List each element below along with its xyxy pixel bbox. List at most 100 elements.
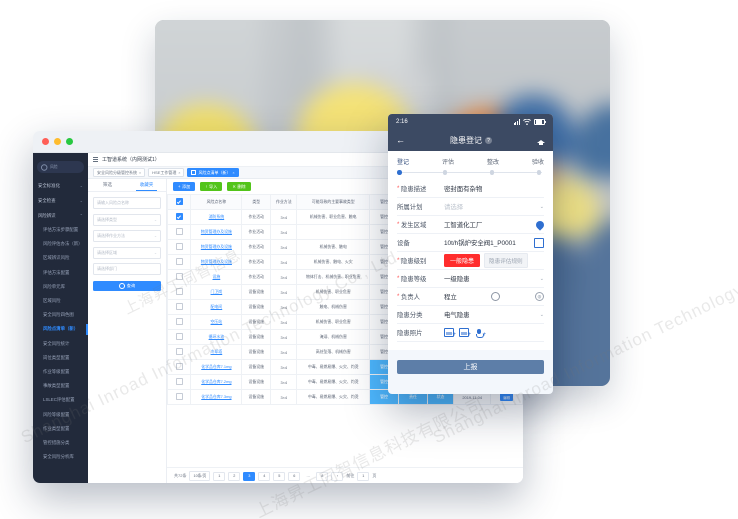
filter-field-0[interactable]: 请输入风险点名称 — [93, 197, 161, 209]
risk-point-link[interactable]: 化学品仓库7.2mg — [201, 379, 232, 384]
sidebar-item-16[interactable]: 安全风险分析库 — [33, 450, 88, 464]
sidebar-group-safety-check[interactable]: 安全检查 ⌄ — [33, 193, 88, 208]
row-checkbox-cell[interactable] — [167, 344, 192, 360]
map-pin-icon[interactable] — [534, 218, 546, 231]
step-label-3[interactable]: 验收 — [531, 160, 544, 166]
row-name-cell[interactable]: 配电间 — [190, 299, 243, 315]
window-close-button[interactable] — [42, 138, 49, 145]
breadcrumb-tab-2[interactable]: 风险点清单（新） × — [187, 167, 239, 178]
breadcrumb-tab-1[interactable]: HSE工作管理 × — [148, 167, 185, 178]
sidebar-item-3[interactable]: 评估方法配置 — [33, 266, 88, 280]
row-checkbox[interactable] — [175, 318, 183, 325]
form-value[interactable]: 一级隐患 ⌄ — [444, 274, 544, 284]
sidebar-group-risk-identification[interactable]: 风险辨识 ⌃ — [33, 208, 88, 223]
risk-point-link[interactable]: 冷却塔 — [210, 349, 223, 354]
help-icon[interactable]: ? — [485, 137, 492, 144]
pagination-current-page[interactable]: 3 — [243, 471, 256, 481]
sidebar-item-1[interactable]: 风险评估办法（新） — [33, 237, 88, 251]
risk-point-link[interactable]: 化学品仓库7.3mg — [201, 394, 232, 399]
pagination-page[interactable]: 2 — [228, 471, 241, 481]
table-row[interactable]: 化学品仓库7.3mg 设备设施 3×4 中毒、易燃易爆、火灾、灼烫 管控 责任 状态 2019… — [167, 389, 523, 405]
close-icon[interactable]: × — [178, 170, 181, 175]
row-name-cell[interactable]: 物资管理办及设施 — [190, 239, 243, 255]
row-name-cell[interactable]: 循环水池 — [190, 329, 243, 345]
form-row-2[interactable]: * 发生区域 工智道化工厂 — [397, 216, 546, 234]
window-minimize-button[interactable] — [54, 138, 61, 145]
risk-point-link[interactable]: 化学品仓库7.1mg — [201, 364, 232, 369]
tab-favorites[interactable]: 收藏夹 — [127, 179, 166, 191]
scan-icon[interactable] — [534, 237, 544, 248]
risk-point-link[interactable]: 设施 — [212, 274, 221, 279]
form-value[interactable]: 密封面有杂物 — [444, 184, 544, 193]
sidebar-item-5[interactable]: 区域风险 — [33, 294, 88, 308]
row-checkbox-cell[interactable] — [167, 329, 192, 345]
home-icon[interactable] — [537, 137, 545, 145]
pagination-page[interactable]: 4 — [258, 471, 271, 481]
row-name-cell[interactable]: 设施 — [190, 269, 243, 285]
filter-search-button[interactable]: 查询 — [93, 281, 161, 291]
form-row-0[interactable]: * 隐患描述 密封面有杂物 — [397, 180, 544, 198]
hazard-rule-button[interactable]: 隐患评估规则 — [484, 253, 528, 268]
risk-point-link[interactable]: 门卫岗 — [210, 289, 223, 294]
risk-point-link[interactable]: 空压站 — [210, 319, 223, 324]
row-name-cell[interactable]: 化学品仓库7.2mg — [190, 374, 243, 390]
row-checkbox[interactable] — [175, 258, 183, 265]
row-name-cell[interactable]: 物资管理办及设施 — [190, 254, 243, 270]
row-name-cell[interactable]: 消防系统 — [190, 209, 243, 225]
row-checkbox-cell[interactable] — [167, 359, 192, 375]
edit-button[interactable]: 编辑 — [500, 393, 514, 401]
form-row-1[interactable]: 所属计划 请选择 ⌄ — [397, 198, 544, 216]
select-all-checkbox[interactable] — [175, 198, 183, 205]
filter-field-4[interactable]: 请选择部门 — [93, 263, 161, 275]
camera-add-icon[interactable]: + — [459, 328, 471, 338]
sidebar-item-14[interactable]: 作业类型配置 — [33, 422, 88, 436]
row-name-cell[interactable]: 冷却塔 — [190, 344, 243, 360]
row-checkbox[interactable] — [175, 228, 183, 235]
sidebar-search-input[interactable]: 风险 — [37, 161, 84, 173]
sidebar-item-15[interactable]: 管控措施分类 — [33, 436, 88, 450]
row-checkbox[interactable] — [175, 243, 183, 250]
step-label-1[interactable]: 评估 — [441, 160, 454, 166]
hazard-level-badge[interactable]: 一般隐患 — [444, 253, 481, 268]
row-name-cell[interactable]: 化学品仓库7.3mg — [190, 389, 243, 405]
risk-point-link[interactable]: 物资管理办及设施 — [200, 259, 232, 264]
row-checkbox[interactable] — [175, 348, 183, 355]
step-label-2[interactable]: 整改 — [486, 160, 499, 166]
row-checkbox-cell[interactable] — [167, 314, 192, 330]
step-node-2[interactable] — [442, 170, 448, 175]
row-checkbox[interactable] — [175, 378, 183, 385]
row-checkbox[interactable] — [175, 288, 183, 295]
form-row-8[interactable]: 隐患照片 + + + — [397, 324, 544, 342]
row-checkbox-cell[interactable] — [167, 224, 192, 240]
breadcrumb-tab-0[interactable]: 安全风险分级管控系统 × — [93, 167, 146, 178]
close-icon[interactable]: × — [139, 170, 142, 175]
pagination-goto-input[interactable]: 1 — [357, 471, 370, 481]
row-name-cell[interactable]: 空压站 — [190, 314, 243, 330]
form-value[interactable]: 请选择 ⌄ — [444, 202, 544, 212]
form-value[interactable]: 程立 ◍ — [444, 292, 544, 301]
toolbar-button-0[interactable]: + 添加 — [173, 182, 196, 191]
sidebar-item-8[interactable]: 安全风险统计 — [33, 337, 88, 351]
row-checkbox[interactable] — [175, 363, 183, 370]
step-node-4[interactable] — [536, 170, 542, 175]
sidebar-item-12[interactable]: LSLEC评估配置 — [33, 393, 88, 407]
toolbar-button-2[interactable]: ✕ 删除 — [227, 182, 251, 191]
risk-point-link[interactable]: 物资管理办及设施 — [200, 244, 232, 249]
row-name-cell[interactable]: 化学品仓库7.1mg — [190, 359, 243, 375]
form-row-6[interactable]: * 负责人 程立 ◍ — [397, 288, 544, 306]
pagination-page[interactable]: 8 — [316, 471, 329, 481]
row-checkbox[interactable] — [175, 213, 183, 220]
row-checkbox[interactable] — [175, 273, 183, 280]
hamburger-icon[interactable] — [93, 157, 98, 162]
filter-field-1[interactable]: 请选择类型 ⌄ — [93, 213, 161, 226]
back-button[interactable]: ← — [396, 135, 405, 145]
user-icon[interactable]: ◍ — [535, 292, 544, 301]
risk-point-link[interactable]: 消防系统 — [208, 214, 225, 219]
sidebar-item-13[interactable]: 风险等级配置 — [33, 407, 88, 421]
pagination-page[interactable]: 5 — [273, 471, 286, 481]
row-checkbox-cell[interactable] — [167, 284, 192, 300]
row-checkbox-cell[interactable] — [167, 239, 192, 255]
sidebar-item-4[interactable]: 风险单元库 — [33, 280, 88, 294]
row-name-cell[interactable]: 物资管理办及设施 — [190, 224, 243, 240]
sidebar-item-7[interactable]: 风险点清单（新） — [33, 322, 88, 336]
